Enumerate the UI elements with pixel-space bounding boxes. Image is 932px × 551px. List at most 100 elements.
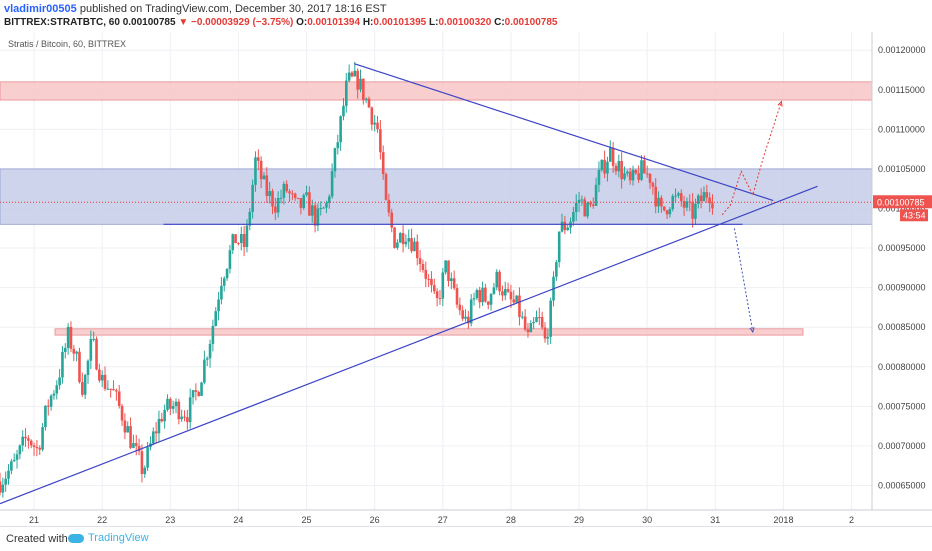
candle-body <box>10 461 13 471</box>
candle-body <box>293 193 297 198</box>
candle-body <box>276 198 280 213</box>
candle-body <box>4 478 7 485</box>
y-tick-label: 0.00075000 <box>878 401 926 411</box>
candle-body <box>617 160 621 172</box>
candle-body <box>49 395 53 407</box>
candle-body <box>336 142 340 149</box>
time-axis[interactable]: 21 22 23 24 25 26 27 28 29 30 31 2018 2 <box>29 515 854 525</box>
tradingview-logo[interactable]: TradingView <box>68 532 149 544</box>
candle-body <box>245 225 249 247</box>
candle-body <box>586 202 589 217</box>
candle-body <box>146 447 149 468</box>
candle-body <box>268 191 271 197</box>
projection-arrows <box>721 100 783 334</box>
candle-body <box>308 192 311 216</box>
candle-body <box>711 203 714 209</box>
candle-body <box>495 271 499 288</box>
candle-body <box>654 186 658 207</box>
candle-body <box>257 157 260 161</box>
candle-body <box>228 250 232 269</box>
candle-body <box>421 263 425 270</box>
candle-body <box>169 398 172 409</box>
candle-body <box>509 291 513 300</box>
candle-body <box>27 438 30 441</box>
candle-body <box>387 199 391 213</box>
candle-body <box>259 160 263 180</box>
candle-body <box>512 299 516 303</box>
projection-arrowhead <box>777 100 783 107</box>
candle-body <box>7 470 10 479</box>
created-with-text: Created with <box>6 533 68 545</box>
candle-body <box>310 205 314 216</box>
candle-body <box>469 299 473 324</box>
candle-body <box>404 241 408 245</box>
candle-body <box>203 359 206 383</box>
candle-body <box>427 278 430 280</box>
candle-body <box>12 459 16 462</box>
candle-body <box>492 287 496 294</box>
candle-body <box>424 269 428 279</box>
candle-body <box>435 291 439 299</box>
candle-body <box>549 300 552 337</box>
candle-body <box>651 182 655 187</box>
candle-body <box>452 278 456 289</box>
x-tick-label: 22 <box>97 515 107 525</box>
candle-body <box>92 338 95 340</box>
candle-body <box>41 427 44 450</box>
candle-body <box>685 201 689 208</box>
x-tick-label: 30 <box>642 515 652 525</box>
trendlines[interactable] <box>0 63 818 505</box>
y-tick-label: 0.00120000 <box>878 45 926 55</box>
candle-body <box>32 445 36 447</box>
candle-body <box>24 436 27 439</box>
candle-body <box>299 198 303 208</box>
candle-body <box>640 160 643 180</box>
candle-body <box>702 192 706 202</box>
candle-body <box>339 116 342 143</box>
candle-body <box>225 268 229 279</box>
candle-body <box>398 233 402 243</box>
ohlc-line: BITTREX:STRATBTC, 60 0.00100785 ▼ −0.000… <box>4 17 558 28</box>
candle-body <box>529 323 533 333</box>
candle-body <box>208 343 212 359</box>
author-link[interactable]: vladimir00505 <box>4 3 77 15</box>
candle-body <box>515 295 518 303</box>
candle-body <box>157 418 161 434</box>
candle-body <box>100 374 104 381</box>
candle-body <box>72 348 76 354</box>
candle-body <box>35 446 39 448</box>
candle-body <box>563 221 567 231</box>
close-label: C: <box>494 17 505 28</box>
candle-body <box>566 227 570 231</box>
candle-body <box>370 107 374 125</box>
candle-body <box>538 316 541 318</box>
candle-body <box>347 72 351 81</box>
candle-body <box>112 389 115 391</box>
candle-body <box>441 272 445 299</box>
candle-body <box>643 160 646 174</box>
candle-body <box>415 241 419 259</box>
x-tick-label: 29 <box>574 515 584 525</box>
candle-body <box>180 416 183 420</box>
candle-body <box>188 397 192 423</box>
zone-support <box>54 328 804 336</box>
candle-body <box>555 262 558 277</box>
candle-body <box>458 304 462 311</box>
candle-body <box>174 401 178 407</box>
candle-body <box>472 298 476 300</box>
y-tick-label: 0.00095000 <box>878 243 926 253</box>
footer: Created with TradingView <box>0 526 932 551</box>
candle-body <box>688 201 692 203</box>
candle-body <box>608 147 612 162</box>
y-tick-label: 0.00105000 <box>878 164 926 174</box>
candle-body <box>134 443 138 446</box>
x-tick-label: 25 <box>302 515 312 525</box>
candle-body <box>137 445 141 452</box>
candle-body <box>305 192 308 196</box>
candle-body <box>160 418 164 422</box>
candle-body <box>211 326 215 344</box>
candle-body <box>217 299 220 312</box>
price-axis[interactable]: 0.00120000 0.00115000 0.00110000 0.00105000… <box>878 45 926 490</box>
candle-body <box>603 159 606 174</box>
price-chart[interactable]: 0.00120000 0.00115000 0.00110000 0.00105000… <box>0 32 932 526</box>
